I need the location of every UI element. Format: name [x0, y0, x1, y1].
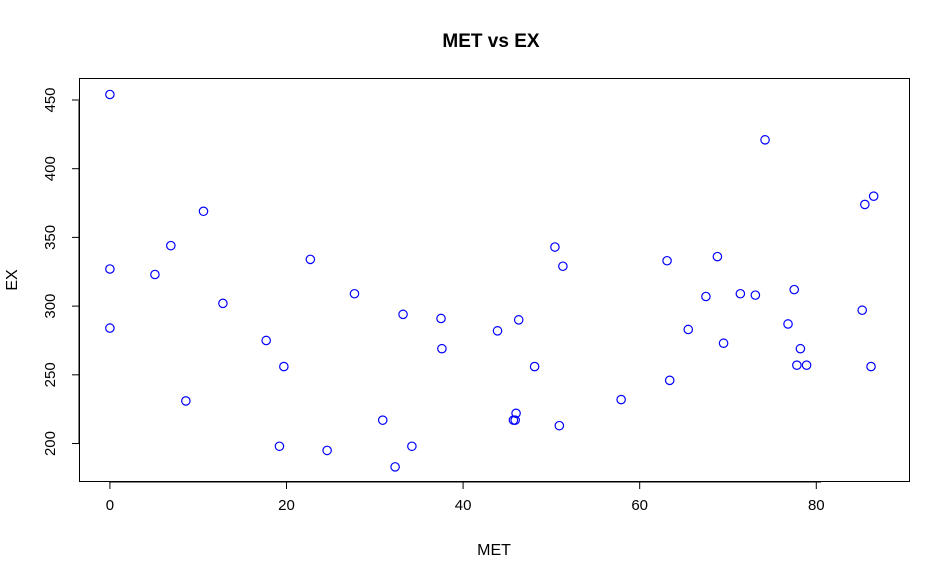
data-point [795, 343, 806, 354]
data-point [735, 288, 746, 299]
data-point [513, 315, 524, 325]
data-point [407, 441, 417, 452]
data-point [305, 254, 316, 265]
data-point [166, 240, 176, 251]
x-tick-label: 20 [278, 497, 295, 514]
y-axis-label: EX [4, 269, 21, 291]
data-point [664, 375, 675, 386]
x-axis-label: MET [477, 542, 511, 559]
data-point [261, 335, 271, 346]
data-point [150, 269, 160, 280]
data-point [857, 305, 868, 316]
data-point [789, 284, 800, 295]
data-point [683, 324, 694, 335]
y-tick-label: 300 [42, 294, 59, 319]
data-point [558, 261, 568, 272]
chart-title: MET vs EX [442, 31, 539, 52]
data-point [801, 360, 812, 370]
data-point [554, 420, 565, 431]
data-point [437, 343, 447, 354]
y-axis-ticks: 200 250 300 350 400 450 [42, 87, 79, 456]
data-point [181, 396, 191, 406]
x-tick-label: 0 [106, 497, 114, 514]
data-point [701, 291, 711, 302]
data-point [105, 323, 115, 333]
y-tick-label: 400 [42, 156, 59, 181]
y-tick-label: 450 [42, 87, 59, 112]
data-point [274, 441, 285, 452]
data-point [349, 288, 360, 299]
data-point [529, 361, 540, 372]
data-point [868, 191, 879, 201]
data-point [105, 89, 115, 100]
x-axis-ticks: 0 20 40 60 80 [106, 482, 825, 514]
data-point [792, 360, 802, 370]
data-point [550, 242, 560, 252]
data-point [511, 408, 521, 419]
data-point [105, 264, 115, 274]
data-point [279, 361, 289, 372]
data-point [510, 415, 520, 425]
y-tick-label: 250 [42, 362, 59, 387]
data-point [750, 290, 761, 300]
data-point [218, 298, 228, 309]
x-tick-label: 60 [631, 497, 648, 514]
data-point [712, 251, 723, 262]
data-point [616, 394, 626, 405]
data-point [783, 319, 793, 329]
data-point [322, 445, 332, 456]
scatter-points [105, 89, 879, 472]
data-point [198, 206, 209, 217]
data-point [390, 462, 400, 472]
data-point [662, 255, 672, 266]
data-point [760, 135, 770, 145]
x-tick-label: 80 [808, 497, 825, 514]
data-point [377, 415, 388, 425]
plot-frame [79, 78, 910, 482]
data-point [492, 326, 503, 336]
data-point [866, 361, 876, 372]
y-tick-label: 200 [42, 431, 59, 456]
data-point [860, 199, 870, 210]
data-point [718, 338, 729, 349]
data-point [436, 313, 446, 324]
y-tick-label: 350 [42, 225, 59, 250]
x-tick-label: 40 [455, 497, 472, 514]
data-point [398, 309, 408, 320]
